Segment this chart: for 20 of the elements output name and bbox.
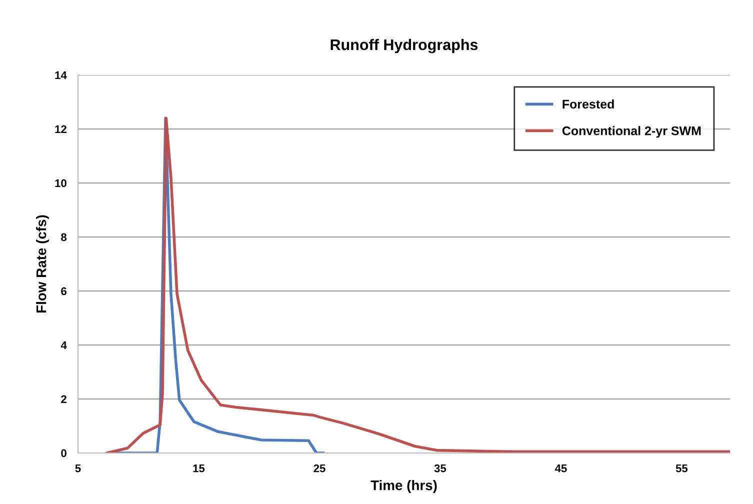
x-tick-label: 55	[676, 464, 688, 472]
chart-title: Runoff Hydrographs	[330, 38, 478, 54]
y-tick-label: 6	[61, 287, 66, 296]
x-tick-label: 25	[314, 464, 326, 472]
x-tick-label: 45	[554, 464, 567, 472]
y-tick-label: 4	[60, 341, 67, 350]
legend-label: Forested	[562, 99, 614, 109]
x-axis-title: Time (hrs)	[370, 480, 437, 493]
x-tick-label: 5	[75, 464, 81, 472]
y-axis-title: Flow Rate (cfs)	[36, 215, 49, 312]
x-tick-label: 35	[434, 464, 446, 472]
y-tick-label: 8	[61, 233, 67, 242]
y-tick-label: 10	[55, 179, 66, 188]
x-tick-label: 15	[193, 464, 205, 472]
legend-label: Conventional 2-yr SWM	[562, 126, 701, 138]
y-tick-label: 12	[55, 125, 66, 134]
y-tick-label: 0	[61, 449, 66, 458]
y-tick-label: 2	[61, 395, 66, 404]
y-tick-label: 14	[55, 71, 67, 80]
line-series	[106, 116, 730, 453]
